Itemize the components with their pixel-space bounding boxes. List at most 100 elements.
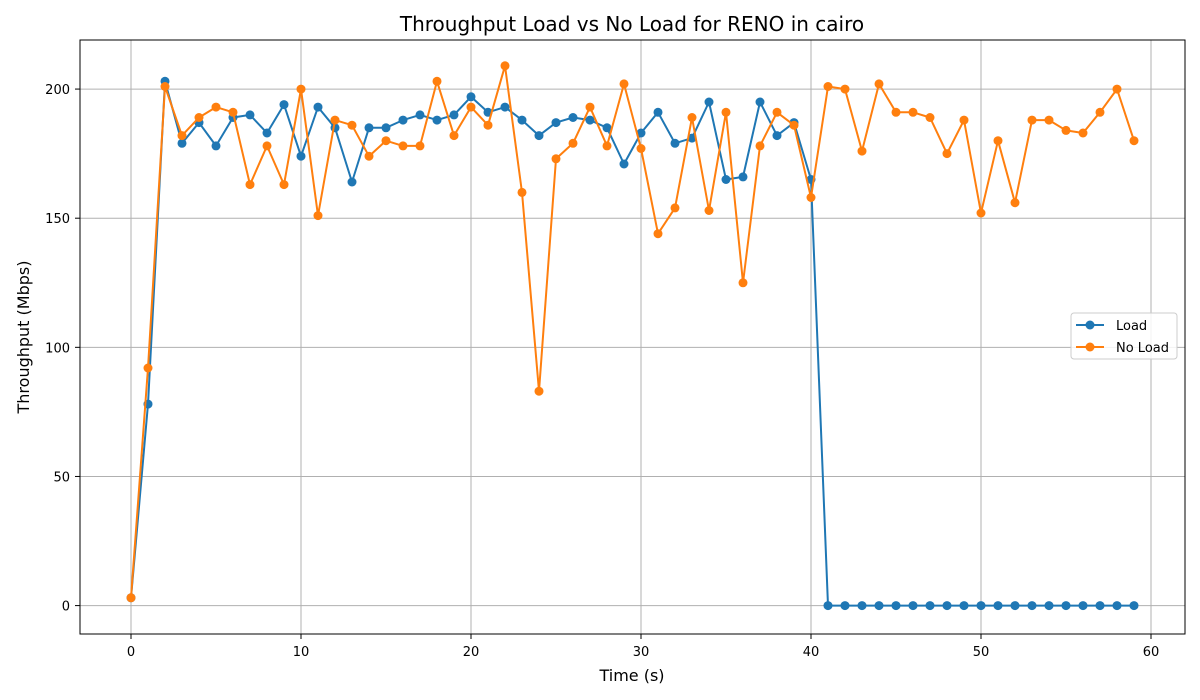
grid	[80, 40, 1185, 634]
x-tick-label: 20	[463, 645, 480, 660]
data-point	[891, 601, 901, 611]
data-point	[177, 138, 187, 148]
data-point	[653, 107, 663, 117]
data-point	[738, 172, 748, 182]
data-point	[925, 601, 935, 611]
data-point	[398, 115, 408, 125]
data-point	[908, 107, 918, 117]
y-axis-label: Throughput (Mbps)	[14, 261, 33, 415]
data-point	[908, 601, 918, 611]
legend-entry: No Load	[1076, 341, 1169, 356]
data-point	[585, 102, 595, 112]
data-point	[415, 110, 425, 120]
data-point	[823, 601, 833, 611]
data-point	[568, 138, 578, 148]
data-point	[500, 61, 510, 71]
data-point	[806, 193, 816, 202]
data-point	[143, 363, 153, 373]
data-point	[857, 146, 867, 156]
data-point	[636, 144, 646, 153]
y-axis: 0 50 100 150 200	[45, 83, 80, 615]
data-point	[126, 593, 136, 603]
data-point	[534, 131, 544, 141]
data-point	[330, 115, 340, 125]
data-point	[517, 115, 527, 125]
data-point	[823, 82, 833, 91]
data-point	[245, 110, 255, 120]
y-tick-label: 0	[62, 600, 70, 615]
data-point	[364, 151, 374, 161]
data-point	[279, 180, 289, 190]
x-tick-label: 30	[633, 645, 650, 660]
data-point	[993, 601, 1003, 611]
data-point	[772, 107, 782, 117]
x-tick-label: 0	[127, 645, 135, 660]
data-point	[313, 102, 323, 112]
data-point	[211, 102, 221, 112]
data-point	[976, 601, 986, 611]
data-point	[687, 133, 697, 143]
data-point	[704, 206, 714, 215]
x-tick-label: 60	[1143, 645, 1160, 660]
y-tick-label: 200	[45, 83, 70, 98]
data-point	[1027, 601, 1037, 611]
data-point	[279, 100, 289, 110]
data-point	[483, 120, 493, 130]
data-point	[551, 118, 561, 128]
data-point	[262, 128, 272, 138]
y-tick-label: 50	[53, 470, 70, 485]
data-point	[670, 203, 680, 213]
data-point	[789, 120, 799, 130]
data-point	[959, 115, 969, 125]
data-point	[1112, 84, 1122, 94]
series-no-load	[126, 61, 1139, 603]
data-point	[449, 131, 459, 141]
data-point	[721, 175, 731, 184]
plot-frame	[79, 39, 1186, 635]
data-point	[364, 123, 374, 133]
data-point	[1078, 601, 1088, 611]
data-point	[704, 97, 714, 107]
data-point	[636, 128, 646, 138]
x-axis-label: Time (s)	[598, 666, 664, 685]
data-point	[840, 601, 850, 611]
data-point	[296, 151, 306, 161]
data-point	[500, 102, 510, 112]
data-point	[891, 107, 901, 117]
data-point	[160, 82, 170, 91]
data-point	[1061, 601, 1071, 611]
data-point	[466, 92, 476, 102]
legend-label: No Load	[1116, 341, 1169, 356]
chart-title: Throughput Load vs No Load for RENO in c…	[399, 12, 864, 36]
data-point	[398, 141, 408, 151]
data-point	[687, 113, 697, 122]
legend-marker	[1085, 342, 1095, 352]
data-point	[1112, 601, 1122, 611]
x-axis: 0 10 20 30 40 50 60	[127, 634, 1159, 660]
data-point	[1027, 115, 1037, 125]
data-point	[313, 211, 323, 221]
data-point	[245, 180, 255, 190]
data-point	[1129, 601, 1139, 611]
data-point	[466, 102, 476, 112]
legend-label: Load	[1116, 319, 1147, 334]
data-point	[942, 149, 952, 159]
x-tick-label: 40	[803, 645, 820, 660]
data-point	[1010, 198, 1020, 208]
data-point	[772, 131, 782, 141]
x-tick-label: 10	[293, 645, 310, 660]
data-point	[1010, 601, 1020, 611]
data-point	[738, 278, 748, 288]
data-point	[959, 601, 969, 611]
data-point	[755, 141, 765, 151]
data-point	[1095, 601, 1105, 611]
data-point	[262, 141, 272, 151]
legend-marker	[1085, 320, 1095, 330]
data-point	[432, 115, 442, 125]
data-point	[432, 76, 442, 86]
data-point	[942, 601, 952, 611]
y-tick-label: 100	[45, 341, 70, 356]
data-point	[925, 113, 935, 122]
series-line	[130, 64, 1135, 598]
